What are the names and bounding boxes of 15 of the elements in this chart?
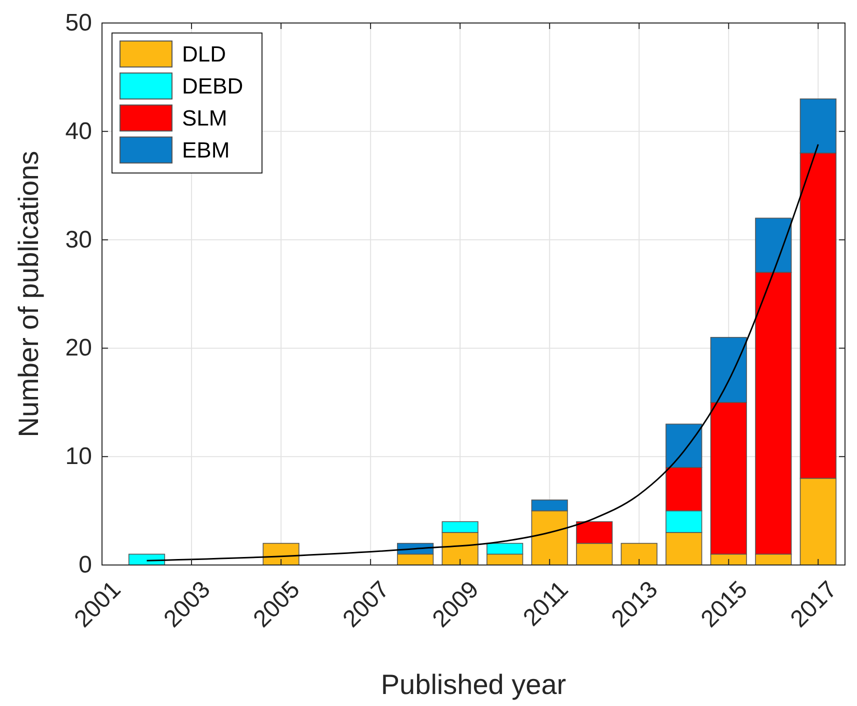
- bar: [262, 542, 300, 566]
- y-tick-label: 0: [78, 552, 92, 578]
- legend-label: SLM: [182, 106, 228, 130]
- bar: [620, 542, 658, 566]
- y-tick-label: 10: [65, 443, 92, 470]
- line-series: [146, 144, 819, 562]
- y-tick-label: 40: [65, 118, 92, 145]
- y-tick-label: 50: [65, 10, 92, 36]
- legend-label: EBM: [182, 138, 230, 162]
- y-tick-label: 30: [65, 226, 92, 254]
- legend-label: DLD: [182, 42, 226, 66]
- legend-label: DEBD: [182, 74, 244, 98]
- y-tick-label: 20: [65, 334, 92, 362]
- x-axis-title: Published year: [380, 669, 566, 700]
- y-axis-title: Number of publications: [13, 150, 44, 438]
